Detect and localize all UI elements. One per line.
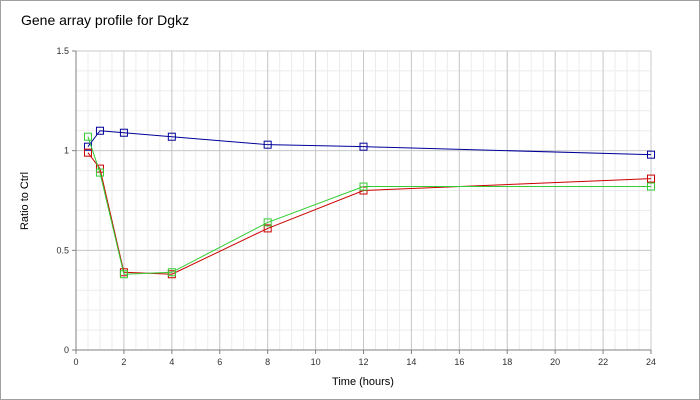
data-point bbox=[263, 218, 272, 227]
data-point bbox=[95, 168, 104, 177]
series-1 bbox=[83, 126, 655, 159]
data-point bbox=[359, 142, 368, 151]
series-line bbox=[87, 130, 652, 156]
labels: Time (hours) Ratio to Ctrl bbox=[19, 172, 394, 388]
y-axis-label: Ratio to Ctrl bbox=[19, 172, 31, 230]
x-tick-label: 2 bbox=[121, 357, 126, 367]
x-tick-label: 14 bbox=[406, 357, 416, 367]
data-point bbox=[119, 128, 128, 137]
data-point bbox=[647, 182, 655, 191]
x-axis-label: Time (hours) bbox=[332, 376, 394, 388]
data-point bbox=[263, 140, 272, 149]
data-point bbox=[647, 150, 655, 159]
data-point bbox=[119, 270, 128, 279]
x-tick-label: 16 bbox=[454, 357, 464, 367]
data-point bbox=[167, 132, 176, 141]
series-3 bbox=[83, 132, 655, 279]
y-tick-label: 1 bbox=[64, 146, 69, 156]
data-point bbox=[167, 268, 176, 277]
y-tick-label: 0 bbox=[64, 345, 69, 355]
x-tick-label: 0 bbox=[73, 357, 78, 367]
x-tick-label: 10 bbox=[311, 357, 321, 367]
data-point bbox=[647, 174, 655, 183]
x-tick-label: 4 bbox=[169, 357, 174, 367]
data-point bbox=[95, 126, 104, 135]
x-tick-label: 12 bbox=[358, 357, 368, 367]
y-tick-label: 1.5 bbox=[56, 46, 69, 56]
data-point bbox=[359, 182, 368, 191]
x-tick-label: 18 bbox=[502, 357, 512, 367]
series-layer bbox=[83, 126, 655, 279]
chart-title: Gene array profile for Dgkz bbox=[21, 12, 190, 28]
data-point bbox=[83, 148, 92, 157]
data-point bbox=[263, 224, 272, 233]
series-line bbox=[87, 136, 651, 275]
x-tick-label: 22 bbox=[598, 357, 608, 367]
x-tick-label: 24 bbox=[646, 357, 656, 367]
x-tick-label: 20 bbox=[550, 357, 560, 367]
y-tick-label: 0.5 bbox=[56, 245, 69, 255]
grid bbox=[75, 50, 652, 351]
data-point bbox=[83, 132, 92, 141]
x-tick-label: 6 bbox=[217, 357, 222, 367]
x-tick-label: 8 bbox=[265, 357, 270, 367]
